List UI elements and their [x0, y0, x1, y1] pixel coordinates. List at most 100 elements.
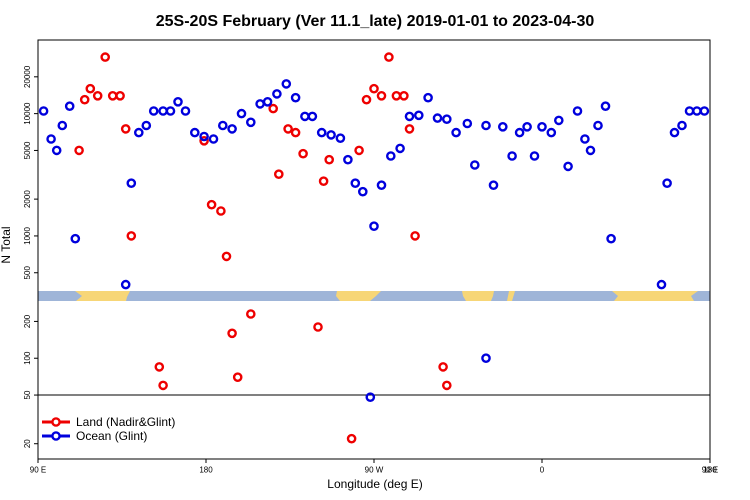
data-point — [423, 92, 433, 103]
data-point — [154, 362, 165, 372]
data-point — [227, 124, 237, 134]
data-point — [245, 309, 256, 319]
data-point — [46, 134, 56, 144]
data-point — [318, 176, 329, 186]
data-point — [699, 106, 710, 116]
data-point — [481, 353, 491, 364]
data-point — [273, 169, 284, 179]
data-point — [585, 145, 596, 156]
data-point — [208, 134, 219, 144]
data-point — [451, 127, 461, 138]
data-point — [410, 231, 420, 241]
data-point — [173, 97, 183, 107]
data-point — [481, 120, 491, 131]
data-point — [79, 94, 90, 105]
data-point — [245, 117, 256, 128]
data-point — [346, 433, 357, 444]
data-point — [290, 127, 301, 138]
data-point — [441, 114, 452, 124]
data-point — [324, 154, 335, 165]
data-point — [580, 134, 590, 144]
data-point — [64, 101, 75, 111]
data-point — [227, 328, 237, 339]
data-points — [38, 52, 710, 444]
land-ocean-map-band — [38, 291, 710, 301]
data-point — [404, 124, 415, 134]
data-point — [307, 111, 318, 122]
data-point — [57, 120, 68, 131]
data-point — [216, 206, 226, 216]
data-point — [507, 151, 517, 161]
data-point — [141, 120, 152, 131]
legend-marker — [51, 417, 61, 427]
data-point — [51, 145, 62, 156]
x-tick-label: 90 W — [365, 466, 384, 475]
data-point — [272, 89, 282, 99]
data-point — [376, 91, 387, 101]
data-point — [92, 91, 103, 101]
data-point — [572, 106, 583, 116]
data-point — [189, 127, 200, 138]
data-point — [361, 94, 372, 105]
x-tick-label: 180 — [703, 466, 717, 475]
data-point — [399, 91, 409, 101]
data-point — [606, 233, 616, 244]
data-point — [199, 131, 209, 142]
legend-marker — [51, 431, 61, 441]
data-point — [546, 127, 557, 138]
data-point — [413, 110, 424, 121]
data-point — [165, 106, 176, 116]
data-point — [206, 199, 217, 210]
data-point — [133, 127, 144, 138]
data-point — [236, 108, 247, 119]
data-point — [335, 133, 346, 143]
y-tick-label: 5000 — [23, 141, 32, 159]
series-land — [74, 52, 452, 444]
data-point — [70, 233, 81, 244]
data-point — [537, 122, 547, 132]
data-point — [199, 135, 209, 146]
data-point — [563, 161, 573, 172]
y-tick-label: 20 — [23, 439, 32, 448]
y-tick-label: 200 — [23, 314, 32, 328]
data-point — [677, 120, 687, 131]
data-point — [404, 111, 415, 122]
data-point — [85, 83, 96, 94]
data-point — [268, 103, 279, 114]
data-point — [369, 221, 379, 231]
y-tick-label: 50 — [23, 390, 32, 399]
data-point — [669, 127, 680, 138]
data-point — [438, 362, 448, 372]
data-point — [283, 124, 293, 134]
data-point — [290, 92, 301, 103]
chart-title: 25S-20S February (Ver 11.1_late) 2019-01… — [156, 13, 595, 30]
x-tick-label: 180 — [199, 466, 213, 475]
land-shape-1 — [75, 291, 130, 301]
data-point — [462, 118, 473, 129]
data-point — [281, 79, 292, 89]
data-point — [126, 231, 137, 241]
data-point — [126, 178, 137, 188]
data-point — [488, 180, 499, 190]
data-point — [469, 160, 480, 170]
data-point — [357, 186, 368, 197]
data-point — [217, 120, 228, 131]
data-point — [369, 83, 379, 94]
data-point — [385, 151, 396, 161]
data-point — [316, 127, 327, 138]
y-axis-label: N Total — [0, 226, 13, 263]
data-point — [158, 380, 168, 391]
data-point — [221, 251, 232, 262]
legend-label: Land (Nadir&Glint) — [76, 415, 175, 429]
data-point — [554, 115, 564, 126]
x-tick-label: 90 E — [30, 466, 46, 475]
land-shape-4 — [507, 291, 515, 301]
data-point — [529, 151, 540, 161]
data-point — [350, 178, 361, 188]
y-tick-label: 500 — [23, 266, 32, 280]
data-point — [600, 101, 611, 111]
land-shape-2 — [336, 291, 381, 301]
data-point — [376, 180, 387, 190]
data-point — [38, 106, 49, 116]
